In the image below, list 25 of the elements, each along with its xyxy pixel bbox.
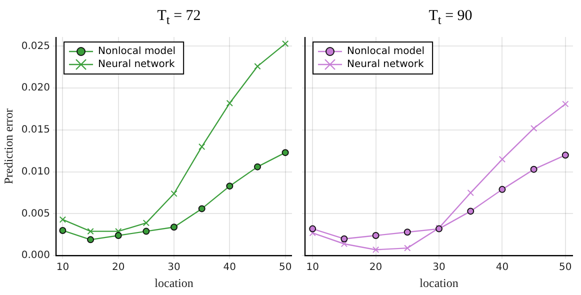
- y-axis-title: Prediction error: [1, 108, 16, 184]
- y-tick-label: 0.015: [21, 124, 50, 136]
- x-tick-label: 30: [432, 262, 446, 274]
- y-tick-label: 0.025: [21, 40, 50, 52]
- chart-title: T$_{t}$ = 72: [156, 7, 202, 28]
- x-axis-title: location: [420, 276, 458, 290]
- legend-label: Neural network: [98, 59, 176, 70]
- legend-label: Nonlocal model: [98, 46, 176, 58]
- x-tick-label: 50: [278, 262, 292, 274]
- x-tick-label: 10: [306, 262, 319, 274]
- y-tick-label: 0.005: [21, 208, 50, 220]
- x-tick-label: 10: [56, 262, 70, 274]
- x-tick-label: 20: [112, 262, 125, 274]
- y-tick-label: 0.020: [21, 82, 50, 94]
- y-tick-label: 0.010: [21, 166, 50, 178]
- x-axis-title: location: [154, 276, 194, 290]
- x-tick-label: 30: [168, 262, 180, 274]
- x-tick-label: 40: [496, 262, 509, 274]
- legend-label: Nonlocal model: [347, 46, 425, 58]
- y-tick-label: 0.000: [21, 250, 50, 262]
- chart-title: T$_{t}$ = 90: [428, 7, 474, 28]
- legend-label: Neural network: [347, 59, 424, 70]
- x-tick-label: 20: [369, 262, 382, 274]
- x-tick-label: 40: [223, 262, 236, 274]
- x-tick-label: 50: [559, 262, 572, 274]
